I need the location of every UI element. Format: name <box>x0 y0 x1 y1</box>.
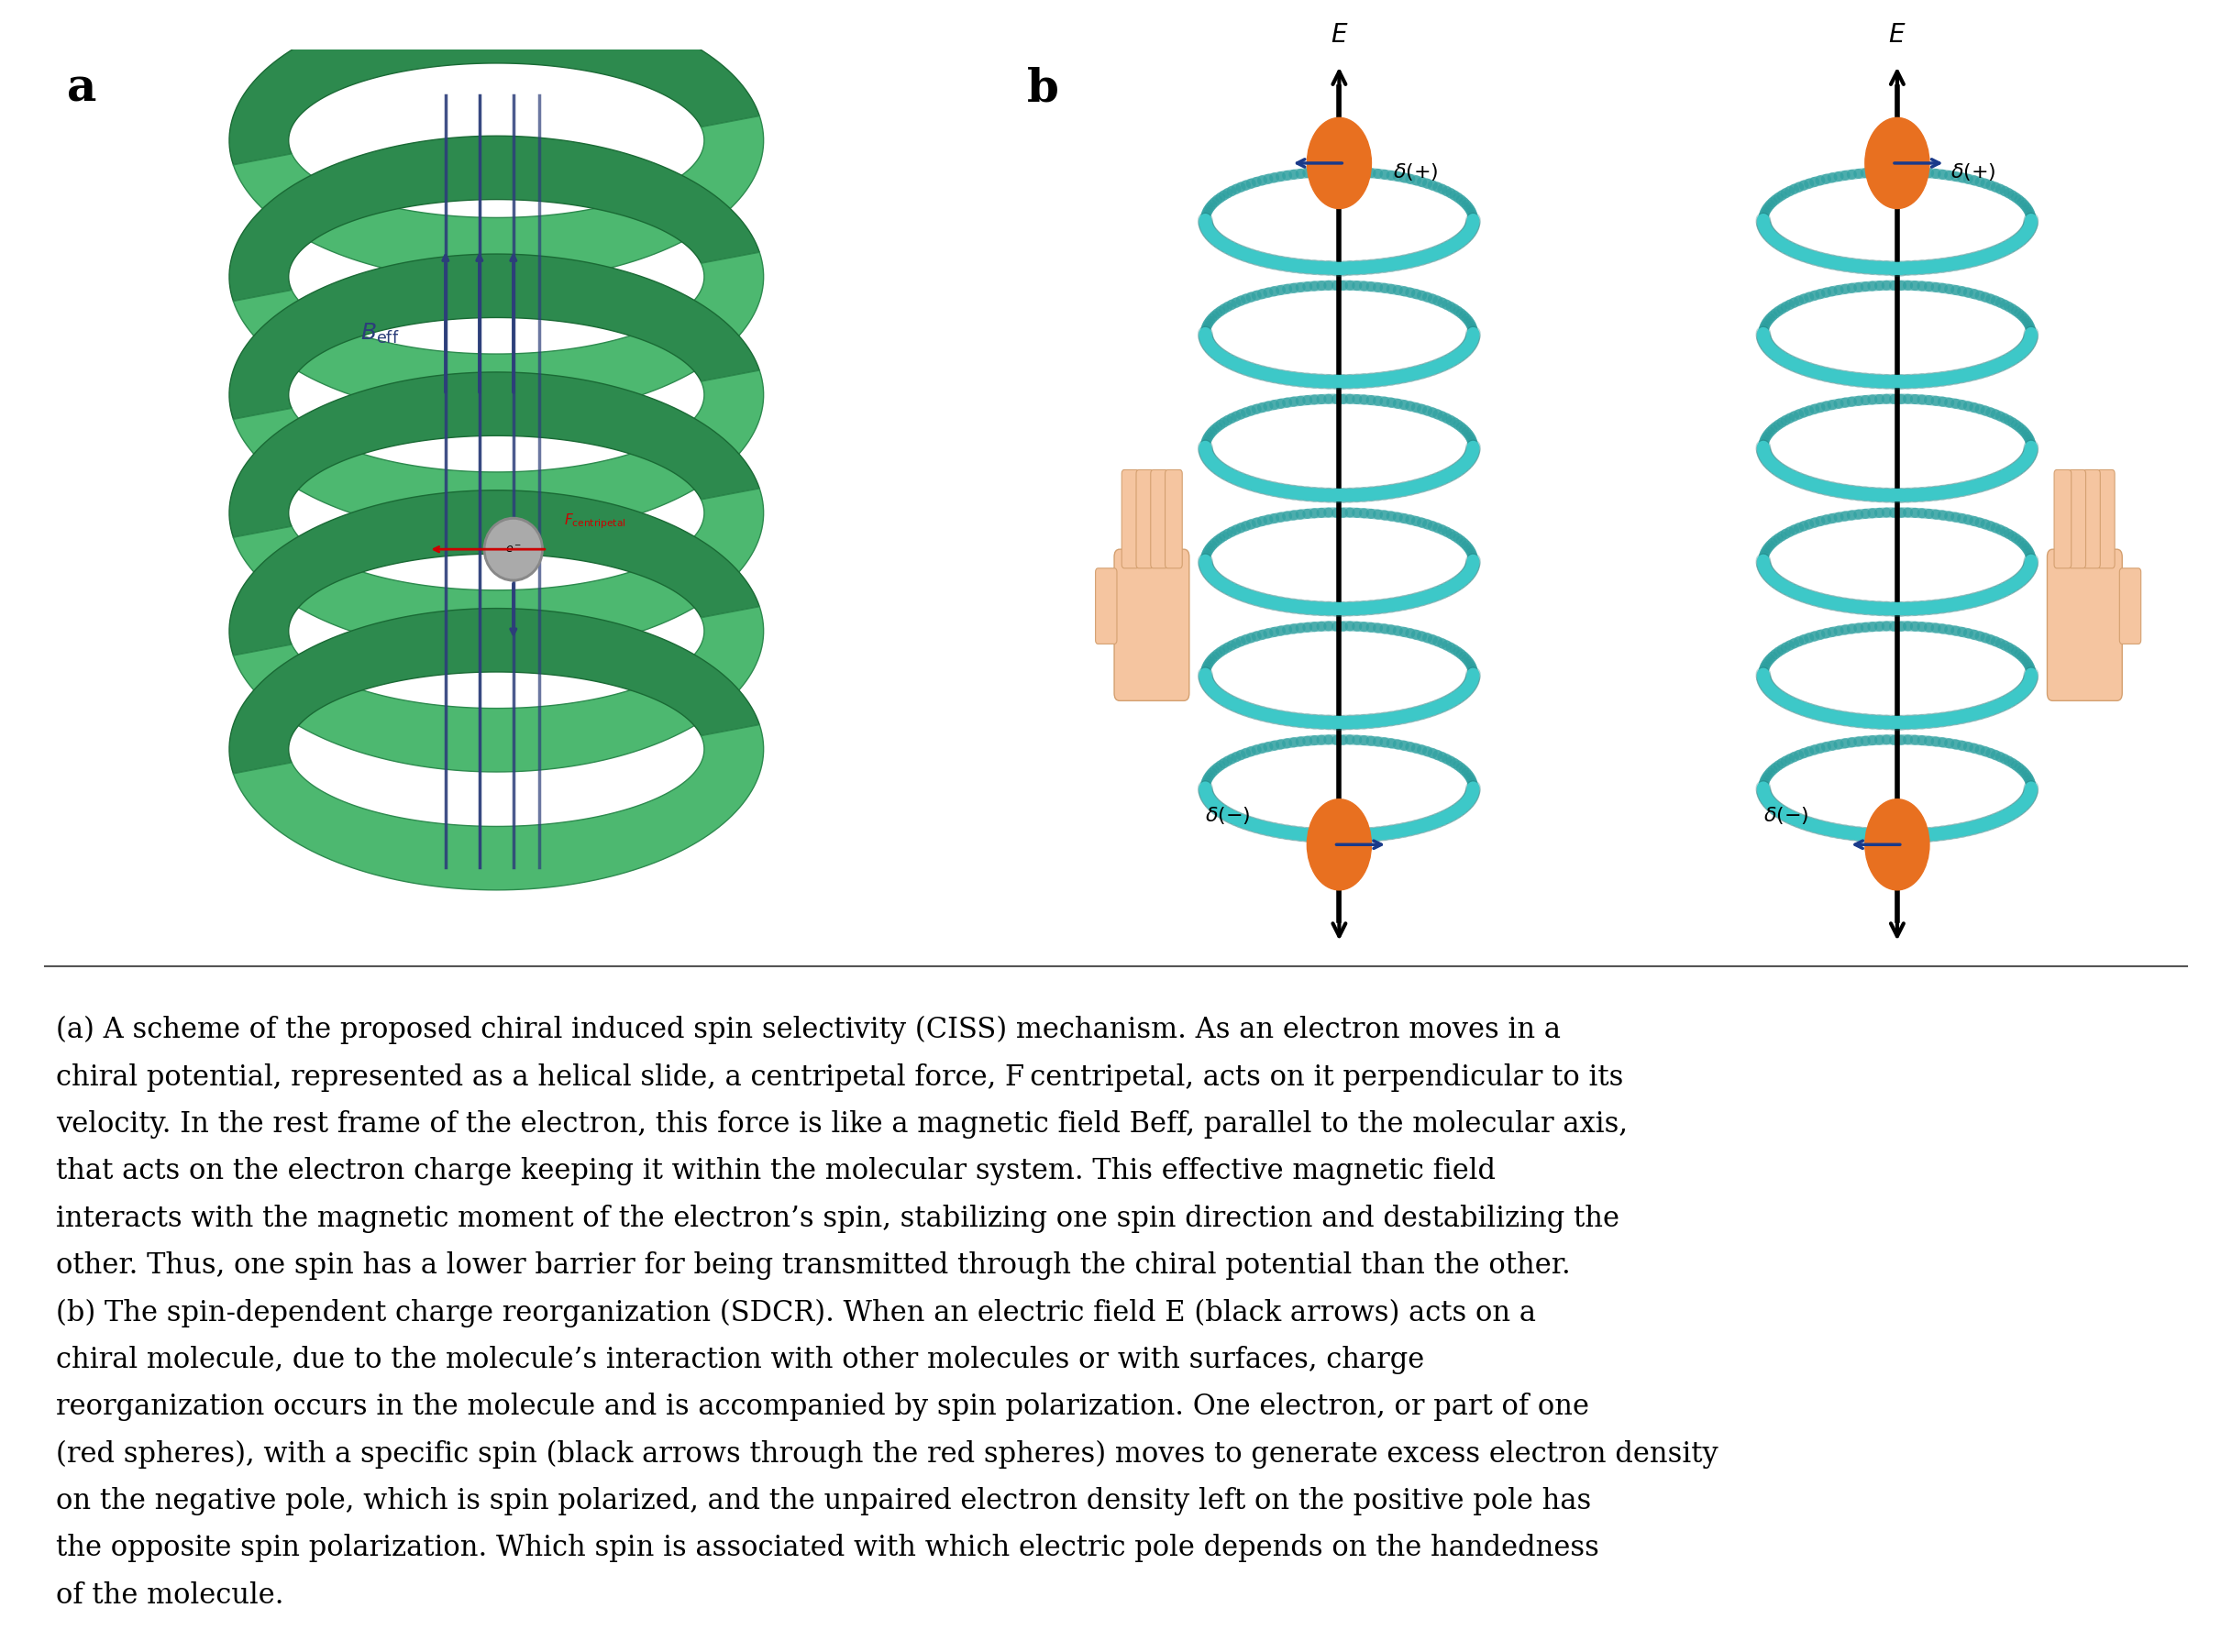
Text: (a) A scheme of the proposed chiral induced spin selectivity (CISS) mechanism. A: (a) A scheme of the proposed chiral indu… <box>56 1016 1560 1044</box>
Text: other. Thus, one spin has a lower barrier for being transmitted through the chir: other. Thus, one spin has a lower barrie… <box>56 1252 1571 1280</box>
FancyBboxPatch shape <box>1152 469 1167 568</box>
Text: $B_\mathrm{eff}$: $B_\mathrm{eff}$ <box>362 322 400 345</box>
Text: that acts on the electron charge keeping it within the molecular system. This ef: that acts on the electron charge keeping… <box>56 1158 1495 1186</box>
FancyBboxPatch shape <box>2047 548 2123 700</box>
FancyBboxPatch shape <box>1114 548 1190 700</box>
FancyBboxPatch shape <box>2120 568 2140 644</box>
Text: (b) The spin-dependent charge reorganization (SDCR). When an electric field E (b: (b) The spin-dependent charge reorganiza… <box>56 1298 1536 1327</box>
Text: $\delta(+)$: $\delta(+)$ <box>1393 162 1437 183</box>
FancyBboxPatch shape <box>2069 469 2085 568</box>
Text: $E$: $E$ <box>1330 21 1348 48</box>
Text: $\delta(-)$: $\delta(-)$ <box>1205 806 1250 826</box>
Circle shape <box>484 517 542 582</box>
FancyBboxPatch shape <box>1165 469 1183 568</box>
Text: $F_\mathrm{centripetal}$: $F_\mathrm{centripetal}$ <box>565 512 627 532</box>
Text: the opposite spin polarization. Which spin is associated with which electric pol: the opposite spin polarization. Which sp… <box>56 1535 1598 1563</box>
Text: of the molecule.: of the molecule. <box>56 1581 283 1609</box>
Text: a: a <box>67 66 96 111</box>
Text: b: b <box>1027 66 1058 111</box>
PathPatch shape <box>234 489 763 654</box>
Text: $\delta(+)$: $\delta(+)$ <box>1951 162 1995 183</box>
Text: on the negative pole, which is spin polarized, and the unpaired electron density: on the negative pole, which is spin pola… <box>56 1487 1591 1515</box>
Text: chiral potential, represented as a helical slide, a centripetal force, F centrip: chiral potential, represented as a helic… <box>56 1064 1623 1092</box>
FancyBboxPatch shape <box>2098 469 2114 568</box>
Text: velocity. In the rest frame of the electron, this force is like a magnetic field: velocity. In the rest frame of the elect… <box>56 1110 1627 1138</box>
Circle shape <box>1308 117 1370 208</box>
Text: $\delta(-)$: $\delta(-)$ <box>1763 806 1808 826</box>
Text: chiral molecule, due to the molecule’s interaction with other molecules or with : chiral molecule, due to the molecule’s i… <box>56 1346 1424 1374</box>
PathPatch shape <box>230 254 759 420</box>
PathPatch shape <box>234 370 763 535</box>
FancyBboxPatch shape <box>2053 469 2071 568</box>
Text: (red spheres), with a specific spin (black arrows through the red spheres) moves: (red spheres), with a specific spin (bla… <box>56 1441 1719 1469</box>
Text: $e^-$: $e^-$ <box>504 544 522 555</box>
Text: $E$: $E$ <box>1888 21 1906 48</box>
Circle shape <box>1308 800 1370 890</box>
PathPatch shape <box>230 372 759 537</box>
FancyBboxPatch shape <box>1136 469 1154 568</box>
PathPatch shape <box>234 606 763 771</box>
FancyBboxPatch shape <box>1096 568 1116 644</box>
PathPatch shape <box>234 116 763 281</box>
Text: reorganization occurs in the molecule and is accompanied by spin polarization. O: reorganization occurs in the molecule an… <box>56 1393 1589 1421</box>
Circle shape <box>1866 117 1928 208</box>
PathPatch shape <box>230 491 759 656</box>
PathPatch shape <box>230 608 759 773</box>
PathPatch shape <box>230 135 759 301</box>
Circle shape <box>487 520 540 578</box>
Circle shape <box>1866 800 1928 890</box>
PathPatch shape <box>234 253 763 418</box>
FancyBboxPatch shape <box>1123 469 1138 568</box>
PathPatch shape <box>234 725 763 890</box>
FancyBboxPatch shape <box>2082 469 2100 568</box>
Text: interacts with the magnetic moment of the electron’s spin, stabilizing one spin : interacts with the magnetic moment of th… <box>56 1204 1618 1232</box>
PathPatch shape <box>230 0 759 165</box>
